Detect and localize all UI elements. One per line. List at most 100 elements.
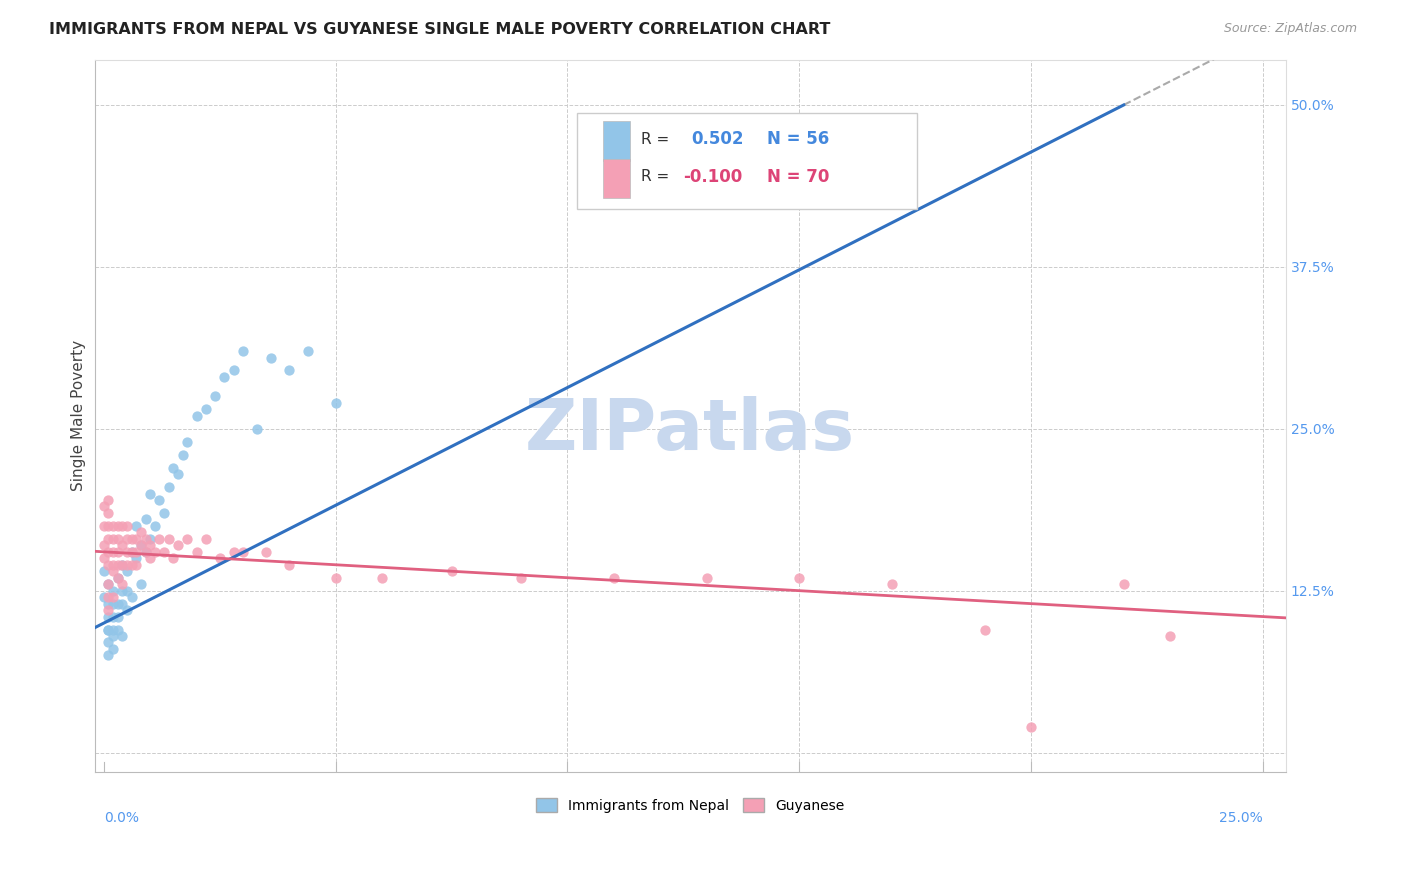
- Point: [101, 519, 124, 533]
- Point: [186, 409, 208, 423]
- Point: [101, 609, 124, 624]
- Point: [125, 519, 148, 533]
- Point: [139, 551, 162, 566]
- Text: 0.0%: 0.0%: [104, 811, 139, 825]
- Point: [97, 577, 120, 591]
- Point: [107, 571, 129, 585]
- Point: [176, 532, 198, 546]
- Point: [115, 532, 138, 546]
- Point: [97, 577, 120, 591]
- Point: [97, 545, 120, 559]
- Point: [97, 623, 120, 637]
- Text: R =: R =: [641, 132, 675, 147]
- Point: [107, 532, 129, 546]
- Point: [107, 609, 129, 624]
- Point: [232, 344, 254, 359]
- Point: [97, 493, 120, 508]
- Text: N = 56: N = 56: [766, 130, 828, 148]
- Point: [139, 538, 162, 552]
- Point: [115, 519, 138, 533]
- Point: [157, 480, 180, 494]
- Point: [107, 545, 129, 559]
- Point: [97, 635, 120, 649]
- Point: [143, 519, 166, 533]
- Point: [325, 571, 347, 585]
- Bar: [603, 159, 630, 198]
- Point: [129, 577, 152, 591]
- Point: [246, 422, 269, 436]
- Point: [167, 538, 190, 552]
- Point: [153, 506, 176, 520]
- Point: [101, 558, 124, 572]
- Point: [222, 545, 245, 559]
- Point: [115, 564, 138, 578]
- Point: [176, 434, 198, 449]
- Point: [650, 124, 672, 138]
- Point: [973, 623, 995, 637]
- Point: [121, 558, 143, 572]
- Point: [125, 545, 148, 559]
- Text: N = 70: N = 70: [766, 168, 830, 186]
- Point: [260, 351, 283, 365]
- Point: [107, 519, 129, 533]
- Legend: Immigrants from Nepal, Guyanese: Immigrants from Nepal, Guyanese: [530, 793, 849, 819]
- Point: [194, 402, 217, 417]
- Point: [97, 609, 120, 624]
- Point: [111, 577, 134, 591]
- Text: Source: ZipAtlas.com: Source: ZipAtlas.com: [1223, 22, 1357, 36]
- Point: [97, 623, 120, 637]
- Point: [1112, 577, 1135, 591]
- Point: [111, 558, 134, 572]
- Point: [278, 363, 301, 377]
- Point: [125, 558, 148, 572]
- Point: [101, 583, 124, 598]
- Point: [787, 571, 810, 585]
- Point: [214, 370, 236, 384]
- Text: -0.100: -0.100: [683, 168, 742, 186]
- Point: [101, 545, 124, 559]
- Point: [510, 571, 533, 585]
- Point: [222, 363, 245, 377]
- Point: [603, 571, 626, 585]
- Point: [135, 532, 157, 546]
- Text: 0.502: 0.502: [692, 130, 744, 148]
- Point: [101, 597, 124, 611]
- Point: [101, 642, 124, 657]
- Point: [440, 564, 463, 578]
- Point: [93, 551, 115, 566]
- Point: [107, 571, 129, 585]
- Point: [204, 389, 226, 403]
- Point: [148, 493, 170, 508]
- Point: [97, 532, 120, 546]
- Point: [97, 597, 120, 611]
- Point: [101, 623, 124, 637]
- Point: [115, 545, 138, 559]
- Point: [107, 623, 129, 637]
- Point: [371, 571, 394, 585]
- Point: [135, 545, 157, 559]
- Point: [111, 597, 134, 611]
- Point: [135, 545, 157, 559]
- Point: [107, 558, 129, 572]
- Point: [93, 564, 115, 578]
- Point: [93, 590, 115, 604]
- Point: [97, 519, 120, 533]
- Point: [101, 629, 124, 643]
- Point: [278, 558, 301, 572]
- Point: [162, 460, 184, 475]
- Point: [111, 519, 134, 533]
- Point: [97, 603, 120, 617]
- Point: [696, 571, 718, 585]
- Point: [125, 551, 148, 566]
- Point: [93, 519, 115, 533]
- Point: [121, 545, 143, 559]
- Point: [125, 532, 148, 546]
- Point: [97, 648, 120, 663]
- Point: [143, 545, 166, 559]
- Text: 25.0%: 25.0%: [1219, 811, 1263, 825]
- Point: [101, 532, 124, 546]
- FancyBboxPatch shape: [576, 113, 917, 210]
- Point: [880, 577, 903, 591]
- Point: [111, 538, 134, 552]
- Point: [93, 500, 115, 514]
